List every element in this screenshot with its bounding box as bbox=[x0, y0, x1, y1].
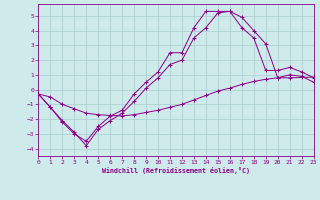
X-axis label: Windchill (Refroidissement éolien,°C): Windchill (Refroidissement éolien,°C) bbox=[102, 167, 250, 174]
